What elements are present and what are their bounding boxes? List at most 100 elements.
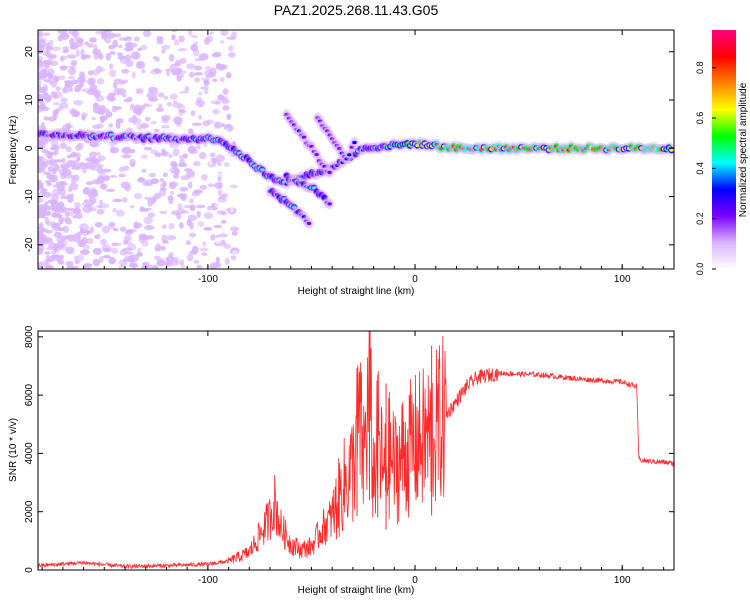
spectrogram-noise-blob [229, 184, 238, 189]
spectrogram-noise-blob [195, 204, 206, 209]
spectrogram-noise-blob [215, 159, 220, 164]
spectrogram-noise-blob [162, 224, 167, 229]
spectrogram-noise-blob [160, 125, 170, 129]
spectrogram-noise-blob [228, 45, 234, 52]
spectrogram-noise-blob [40, 104, 47, 111]
spectrogram-noise-blob [346, 225, 354, 230]
spectrogram-noise-blob [168, 198, 174, 205]
spectrogram-noise-blob [60, 55, 67, 61]
spectrogram-noise-blob [223, 243, 232, 250]
spectrogram-noise-blob [64, 210, 70, 218]
spectrogram-noise-blob [73, 208, 82, 214]
spectrogram-noise-blob [325, 209, 331, 217]
spectrogram-noise-blob [129, 262, 134, 267]
spectrogram-noise-blob [137, 47, 142, 51]
spectrogram-noise-blob [111, 105, 118, 113]
spectrogram-noise-blob [132, 117, 142, 126]
spectrogram-noise-blob [104, 36, 112, 44]
spectrogram-noise-blob [230, 255, 237, 260]
spectrogram-noise-blob [91, 116, 96, 121]
snr-frame [37, 330, 675, 571]
spectrogram-ytick-label: -20 [24, 237, 35, 252]
spectrogram-noise-blob [86, 43, 94, 48]
spectrogram-noise-blob [159, 210, 168, 215]
spectrogram-ytick-label: 10 [24, 94, 35, 106]
spectrogram-noise-blob [156, 40, 164, 45]
spectrogram-noise-blob [59, 66, 67, 71]
spectrogram-noise-blob [38, 86, 47, 94]
spectrogram-noise-blob [94, 235, 99, 239]
spectrogram-xtick-label: 100 [614, 274, 631, 285]
spectrogram-noise-blob [79, 78, 85, 87]
snr-xlabel: Height of straight line (km) [298, 585, 415, 596]
spectrogram-noise-blob [200, 86, 209, 90]
spectrogram-noise-blob [197, 220, 205, 228]
spectrogram-noise-blob [38, 40, 41, 49]
spectrogram-noise-blob [104, 175, 110, 182]
spectrogram-noise-blob [195, 99, 205, 107]
spectrogram-noise-blob [165, 68, 171, 77]
spectrogram-noise-blob [231, 31, 238, 39]
colorbar-tick-label: 0.6 [695, 112, 705, 125]
spectrogram-noise-blob [69, 108, 77, 115]
spectrogram-ridge-core [327, 170, 332, 174]
spectrogram-noise-blob [44, 216, 50, 225]
spectrogram-noise-blob [80, 48, 85, 57]
spectrogram-noise-blob [186, 170, 196, 178]
spectrogram-noise-blob [172, 148, 180, 157]
spectrogram-xtick-label: -100 [198, 274, 218, 285]
spectrogram-noise-blob [97, 155, 106, 162]
colorbar-gradient [712, 30, 736, 269]
colorbar-tick-label: 0.2 [695, 212, 705, 225]
spectrogram-noise-blob [132, 51, 141, 60]
spectrogram-noise-blob [166, 101, 173, 107]
spectrogram-noise-blob [179, 186, 189, 192]
spectrogram-noise-blob [116, 88, 127, 96]
spectrogram-noise-blob [38, 192, 43, 199]
spectrogram-noise-blob [101, 168, 112, 173]
spectrogram-noise-blob [75, 49, 80, 57]
spectrogram-noise-blob [38, 198, 45, 203]
spectrogram-noise-blob [140, 154, 148, 159]
spectrogram-noise-blob [319, 262, 326, 266]
spectrogram-noise-blob [179, 222, 184, 229]
spectrogram-noise-blob [189, 198, 194, 204]
snr-ylabel: SNR (10 * v/v) [8, 418, 19, 482]
spectrogram-xtick-label: 0 [412, 274, 418, 285]
spectrogram-noise-blob [101, 225, 111, 234]
spectrogram-noise-blob [201, 252, 208, 256]
spectrogram-noise-blob [256, 180, 264, 186]
spectrogram-noise-blob [253, 218, 260, 225]
snr-series-line [38, 331, 674, 570]
spectrogram-noise-blob [176, 75, 182, 82]
spectrogram-frame [37, 29, 675, 270]
spectrogram-noise-blob [179, 90, 188, 95]
spectrogram-noise-blob [177, 48, 188, 52]
spectrogram-noise-blob [170, 190, 175, 196]
spectrogram-noise-blob [150, 69, 158, 75]
spectrogram-noise-blob [108, 223, 115, 230]
spectrogram-noise-blob [186, 63, 196, 70]
spectrogram-noise-blob [196, 264, 202, 269]
spectrogram-noise-blob [117, 44, 123, 49]
spectrogram-noise-blob [133, 221, 140, 229]
spectrogram-noise-blob [189, 204, 196, 212]
spectrogram-noise-blob [145, 179, 154, 187]
spectrogram-noise-blob [106, 95, 115, 101]
spectrogram-noise-blob [208, 264, 217, 269]
spectrogram-noise-blob [157, 69, 163, 74]
spectrogram-noise-blob [87, 77, 95, 86]
spectrogram-noise-blob [112, 207, 117, 213]
snr-ytick-label: 2000 [24, 500, 35, 523]
spectrogram-noise-blob [47, 72, 53, 81]
spectrogram-noise-blob [168, 181, 177, 190]
spectrogram-noise-blob [93, 51, 99, 60]
spectrogram-noise-blob [76, 231, 81, 239]
spectrogram-noise-blob [98, 199, 104, 205]
spectrogram-noise-blob [162, 172, 168, 178]
spectrogram-noise-blob [347, 167, 355, 174]
spectrogram-noise-blob [86, 237, 94, 245]
